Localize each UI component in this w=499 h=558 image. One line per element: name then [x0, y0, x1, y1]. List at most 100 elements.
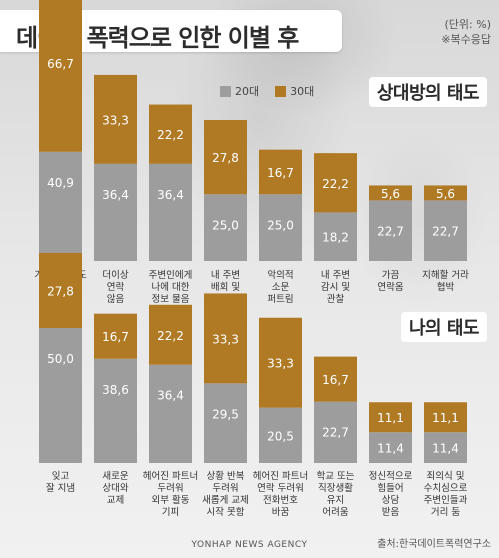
- data-label-30s: 16,7: [102, 330, 129, 344]
- category-label: 유지: [327, 495, 344, 506]
- data-label-30s: 11,1: [432, 411, 459, 425]
- legend-swatch-20s: [220, 85, 231, 97]
- data-label-30s: 22,2: [322, 177, 349, 191]
- category-label: 내 주변: [321, 270, 350, 281]
- bar-20s: [314, 212, 357, 261]
- category-label: 어려움: [322, 506, 348, 518]
- category-label: 배회 및: [211, 281, 240, 293]
- data-label-30s: 11,1: [377, 411, 404, 425]
- data-label-30s: 5,6: [381, 187, 400, 201]
- data-label-30s: 33,3: [102, 113, 129, 127]
- category-label: 정보 물음: [152, 294, 190, 305]
- category-label: 두려워: [157, 482, 183, 494]
- category-label: 외부 활동: [152, 494, 190, 506]
- data-label-20s: 11,4: [432, 442, 459, 456]
- category-label: 두려워: [212, 482, 238, 494]
- category-label: 시작 못함: [207, 507, 245, 518]
- bar-30s: [94, 313, 137, 359]
- bar-30s: [314, 356, 357, 402]
- data-label-30s: 22,2: [157, 329, 184, 343]
- category-label: 직장생활: [318, 482, 353, 494]
- bar-30s: [369, 402, 412, 433]
- category-label: 않음: [107, 294, 125, 305]
- data-label-30s: 33,3: [212, 332, 239, 346]
- multiple-response-note: ※복수응답: [441, 33, 491, 46]
- data-label-20s: 22,7: [377, 224, 404, 238]
- category-label: 새로운: [102, 471, 128, 482]
- bar-20s: [204, 194, 247, 261]
- category-label: 상담: [382, 494, 400, 506]
- bar-30s: [204, 120, 247, 195]
- bar-20s: [94, 163, 137, 261]
- bar-30s: [314, 153, 357, 213]
- bar-30s: [94, 74, 137, 164]
- category-label: 정신적으로: [369, 470, 413, 482]
- bar-30s: [204, 293, 247, 384]
- data-label-30s: 5,6: [436, 187, 455, 201]
- data-label-20s: 22,7: [432, 224, 459, 238]
- source-credit: 출처:한국데이트폭력연구소: [377, 539, 491, 550]
- legend-item-20s: 20대: [220, 83, 259, 99]
- bar-30s: [369, 185, 412, 201]
- category-label: 힘들어: [377, 483, 403, 494]
- category-label: 지해할 거라: [422, 269, 469, 281]
- data-label-30s: 27,8: [47, 284, 74, 298]
- bar-20s: [39, 328, 82, 463]
- category-label: 상대와: [102, 482, 128, 494]
- bar-30s: [424, 402, 467, 433]
- legend-label-20s: 20대: [235, 85, 260, 98]
- category-label: 연락: [107, 281, 125, 293]
- data-label-20s: 22,7: [322, 426, 349, 440]
- data-label-20s: 25,0: [267, 218, 294, 232]
- category-label: 연락옴: [377, 281, 403, 293]
- section-title-partner-attitude: 상대방의 태도: [368, 77, 487, 107]
- category-label: 받음: [382, 507, 400, 518]
- category-label: 협박: [437, 281, 455, 293]
- category-label: 나에 대한: [152, 282, 190, 293]
- bar-30s: [424, 185, 467, 201]
- data-label-30s: 27,8: [212, 151, 239, 165]
- category-label: 바꿈: [272, 507, 290, 518]
- category-label: 헤어진 파트너: [143, 470, 198, 482]
- category-label: 연락 두려워: [257, 482, 304, 494]
- category-label: 악의적: [267, 269, 293, 281]
- category-label: 상황 반복: [207, 471, 245, 482]
- bar-20s: [204, 383, 247, 463]
- category-label: 거리 둠: [431, 507, 460, 518]
- bar-20s: [259, 407, 302, 463]
- bar-20s: [369, 200, 412, 261]
- category-label: 잊고: [52, 470, 70, 482]
- bar-20s: [314, 401, 357, 463]
- data-label-20s: 50,0: [47, 352, 74, 366]
- category-label: 전화번호: [263, 495, 298, 506]
- category-label: 수치심으로: [424, 482, 468, 494]
- data-label-20s: 25,0: [212, 218, 239, 232]
- category-label: 가끔: [382, 270, 400, 281]
- category-label: 더이상: [102, 270, 128, 281]
- legend-item-30s: 30대: [275, 83, 314, 99]
- data-label-30s: 66,7: [47, 57, 74, 71]
- data-label-20s: 40,9: [47, 176, 74, 190]
- data-label-20s: 20,5: [267, 429, 294, 443]
- category-label: 기피: [162, 507, 179, 518]
- bar-30s: [149, 104, 192, 164]
- legend-swatch-30s: [275, 85, 287, 97]
- category-label: 교제: [107, 495, 124, 506]
- bar-30s: [149, 304, 192, 365]
- unit-note: (단위: %): [444, 18, 491, 31]
- data-label-30s: 16,7: [267, 166, 294, 180]
- bar-20s: [424, 432, 467, 463]
- category-label: 잘 지냄: [46, 482, 75, 494]
- agency-logo-text: YONHAP NEWS AGENCY: [191, 540, 308, 550]
- category-label: 내 주변: [211, 270, 240, 281]
- category-label: 죄의식 및: [427, 470, 465, 482]
- category-label: 주변인에게: [149, 270, 193, 281]
- data-label-20s: 36,4: [157, 389, 184, 403]
- category-label: 퍼트림: [267, 293, 293, 305]
- bar-30s: [259, 317, 302, 408]
- bar-30s: [259, 149, 302, 195]
- bar-30s: [39, 252, 82, 328]
- data-label-20s: 18,2: [322, 231, 349, 245]
- section-title-my-attitude: 나의 태도: [400, 312, 487, 342]
